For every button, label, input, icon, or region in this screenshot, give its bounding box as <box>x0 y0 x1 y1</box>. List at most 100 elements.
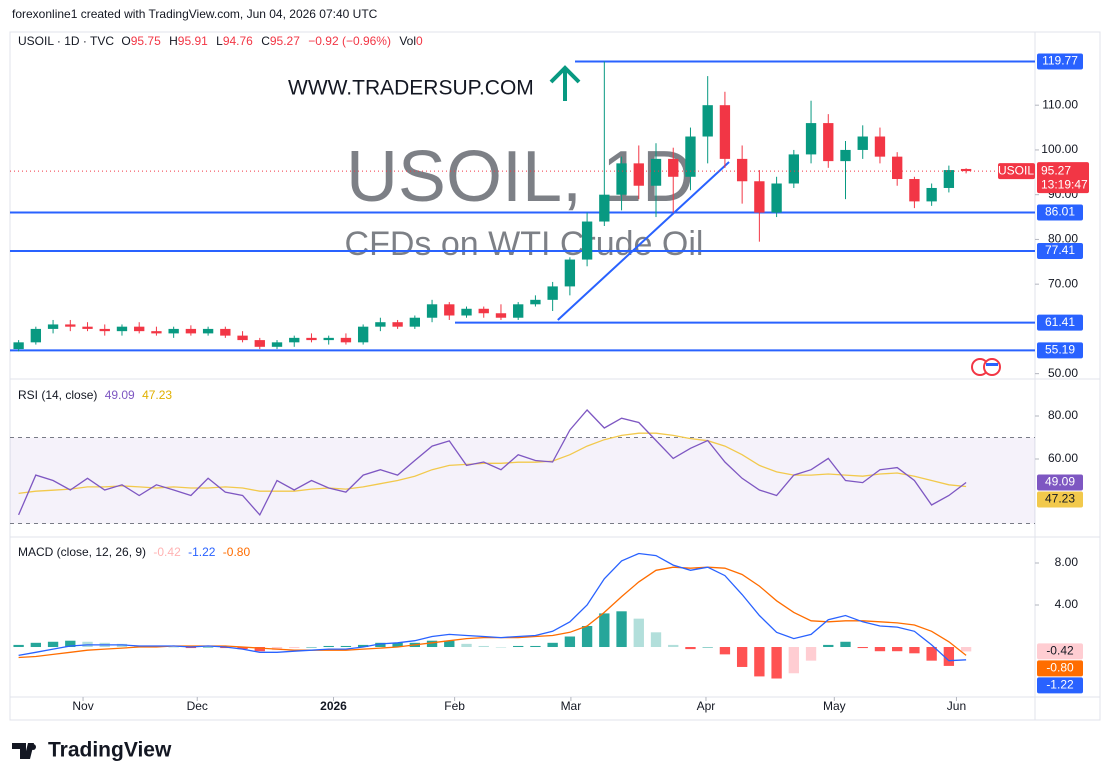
histogram-bar <box>478 645 489 648</box>
candle-body <box>702 105 713 137</box>
candle-body <box>99 328 110 332</box>
candle-body <box>805 123 817 155</box>
histogram-bar <box>650 632 662 648</box>
histogram-bar <box>530 645 541 648</box>
candle-body <box>444 304 455 316</box>
symbol-tag-box <box>998 163 1035 180</box>
candle-body <box>960 168 972 172</box>
candle-body <box>926 187 937 202</box>
indicator-title: RSI (14, close) <box>18 388 97 402</box>
candle-body <box>840 149 851 162</box>
x-tick-label: Feb <box>444 699 465 713</box>
legend-value: -0.80 <box>223 545 251 559</box>
x-tick-label: Nov <box>72 699 93 713</box>
legend-label: Vol <box>399 34 416 48</box>
histogram-bar <box>306 647 317 648</box>
histogram-bar <box>960 647 972 652</box>
candle-body <box>788 154 799 184</box>
level-label-box <box>1037 342 1083 359</box>
candle-body <box>289 337 300 343</box>
symbol-tag: USOIL <box>998 163 1034 177</box>
candle-body <box>409 317 420 327</box>
candle-body <box>426 304 438 318</box>
candle-body <box>254 340 265 347</box>
candle-body <box>82 326 93 329</box>
y-tick-label: 110.00 <box>1042 97 1078 111</box>
histogram-bar <box>599 613 610 648</box>
x-tick-label: Jun <box>947 699 966 713</box>
candle-body <box>513 304 524 318</box>
histogram-bar <box>513 645 524 648</box>
histogram-bar <box>616 611 627 648</box>
histogram-bar <box>65 640 76 648</box>
candle-body <box>892 156 903 180</box>
legend-label: O <box>121 34 130 48</box>
histogram-bar <box>13 644 24 648</box>
chart-frame <box>9 31 1101 721</box>
level-label: 77.41 <box>1045 243 1075 257</box>
histogram-bar <box>289 647 300 649</box>
histogram-bar <box>237 647 248 650</box>
symbol: USOIL · 1D · TVC <box>18 34 114 48</box>
candle-body <box>13 342 24 350</box>
macd-label: -1.22 <box>1046 678 1074 692</box>
histogram-bar <box>426 640 438 648</box>
candle-body <box>857 136 868 150</box>
histogram-bar <box>357 644 369 648</box>
histogram-label: -0.42 <box>1046 644 1074 658</box>
level-label: 119.77 <box>1042 54 1078 68</box>
histogram-bar <box>788 647 799 674</box>
candle-body <box>357 326 369 343</box>
candle-body <box>685 136 696 177</box>
candle-body <box>581 221 593 260</box>
indicator-title: MACD (close, 12, 26, 9) <box>18 545 146 559</box>
histogram-bar <box>771 647 782 679</box>
histogram-bar <box>719 647 731 655</box>
level-label: 61.41 <box>1045 315 1075 329</box>
rsi-ma-label: 47.23 <box>1045 492 1075 506</box>
rsi-label-box <box>1037 474 1083 491</box>
legend-label: L <box>216 34 223 48</box>
legend-label: H <box>169 34 178 48</box>
level-label: 86.01 <box>1045 205 1075 219</box>
candle-body <box>375 322 386 327</box>
histogram-bar <box>168 647 179 648</box>
candle-body <box>237 335 248 341</box>
rsi-legend: RSI (14, close) 49.09 47.23 <box>18 388 172 402</box>
candle-body <box>754 181 765 213</box>
histogram-bar <box>633 618 644 648</box>
legend-value: -0.42 <box>153 545 181 559</box>
candle-body <box>116 326 128 332</box>
legend-label: C <box>261 34 270 48</box>
legend-change: −0.92 (−0.96%) <box>308 34 391 48</box>
histogram-label-box <box>1037 643 1083 660</box>
y-tick-label: 50.00 <box>1048 366 1078 380</box>
histogram-bar <box>874 647 886 652</box>
candle-body <box>47 324 59 329</box>
candle-body <box>151 331 162 334</box>
candle-body <box>909 179 920 202</box>
histogram-bar <box>892 647 903 652</box>
histogram-bar <box>909 647 920 654</box>
flag-icons <box>971 358 1001 376</box>
indicator-line <box>18 409 967 517</box>
annotation-text: WWW.TRADERSUP.COM <box>288 77 534 100</box>
histogram-bar <box>461 643 472 648</box>
histogram-bar <box>392 642 403 648</box>
candle-body <box>668 158 679 177</box>
histogram-bar <box>340 645 352 648</box>
histogram-bar <box>754 647 765 677</box>
candle-body <box>134 326 145 332</box>
histogram-bar <box>805 647 817 661</box>
candle-body <box>461 308 472 316</box>
candle-body <box>220 328 231 336</box>
candle-body <box>633 163 644 186</box>
histogram-bar <box>547 642 558 648</box>
legend-value: 95.91 <box>178 34 208 48</box>
y-tick-label: 70.00 <box>1048 276 1078 290</box>
candle-body <box>616 163 627 195</box>
legend-value: 95.75 <box>131 34 161 48</box>
y-tick-label: 8.00 <box>1055 555 1079 569</box>
histogram-bar <box>581 626 593 648</box>
